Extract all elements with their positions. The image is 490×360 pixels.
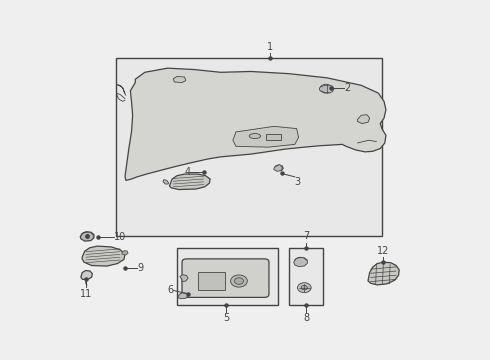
Text: 3: 3	[295, 177, 301, 187]
Text: 5: 5	[223, 314, 230, 324]
Text: 1: 1	[267, 41, 273, 51]
Circle shape	[297, 283, 311, 293]
Polygon shape	[233, 126, 298, 147]
Text: 8: 8	[303, 313, 309, 323]
FancyBboxPatch shape	[182, 259, 269, 297]
Polygon shape	[358, 115, 369, 123]
Text: 12: 12	[377, 246, 390, 256]
Text: 9: 9	[137, 263, 143, 273]
Polygon shape	[122, 251, 128, 255]
Polygon shape	[81, 270, 93, 279]
Bar	[177, 248, 278, 305]
Text: 10: 10	[114, 232, 126, 242]
Polygon shape	[178, 293, 188, 299]
Polygon shape	[170, 174, 210, 190]
Polygon shape	[82, 246, 125, 266]
Polygon shape	[125, 68, 386, 180]
Polygon shape	[368, 262, 399, 285]
Text: 2: 2	[344, 82, 350, 93]
Bar	[289, 248, 323, 305]
Bar	[116, 58, 382, 236]
Text: 4: 4	[184, 167, 190, 177]
Bar	[198, 272, 224, 290]
Text: 7: 7	[303, 231, 309, 242]
Circle shape	[234, 278, 244, 284]
Polygon shape	[294, 257, 307, 267]
Ellipse shape	[249, 134, 261, 139]
Text: 6: 6	[168, 285, 173, 296]
Polygon shape	[319, 84, 334, 93]
Polygon shape	[80, 232, 94, 241]
Circle shape	[301, 285, 307, 290]
Polygon shape	[180, 275, 188, 282]
Polygon shape	[173, 76, 186, 82]
Polygon shape	[163, 180, 169, 184]
Polygon shape	[274, 165, 283, 171]
Circle shape	[231, 275, 247, 287]
Bar	[266, 134, 281, 140]
Text: 11: 11	[80, 288, 92, 298]
